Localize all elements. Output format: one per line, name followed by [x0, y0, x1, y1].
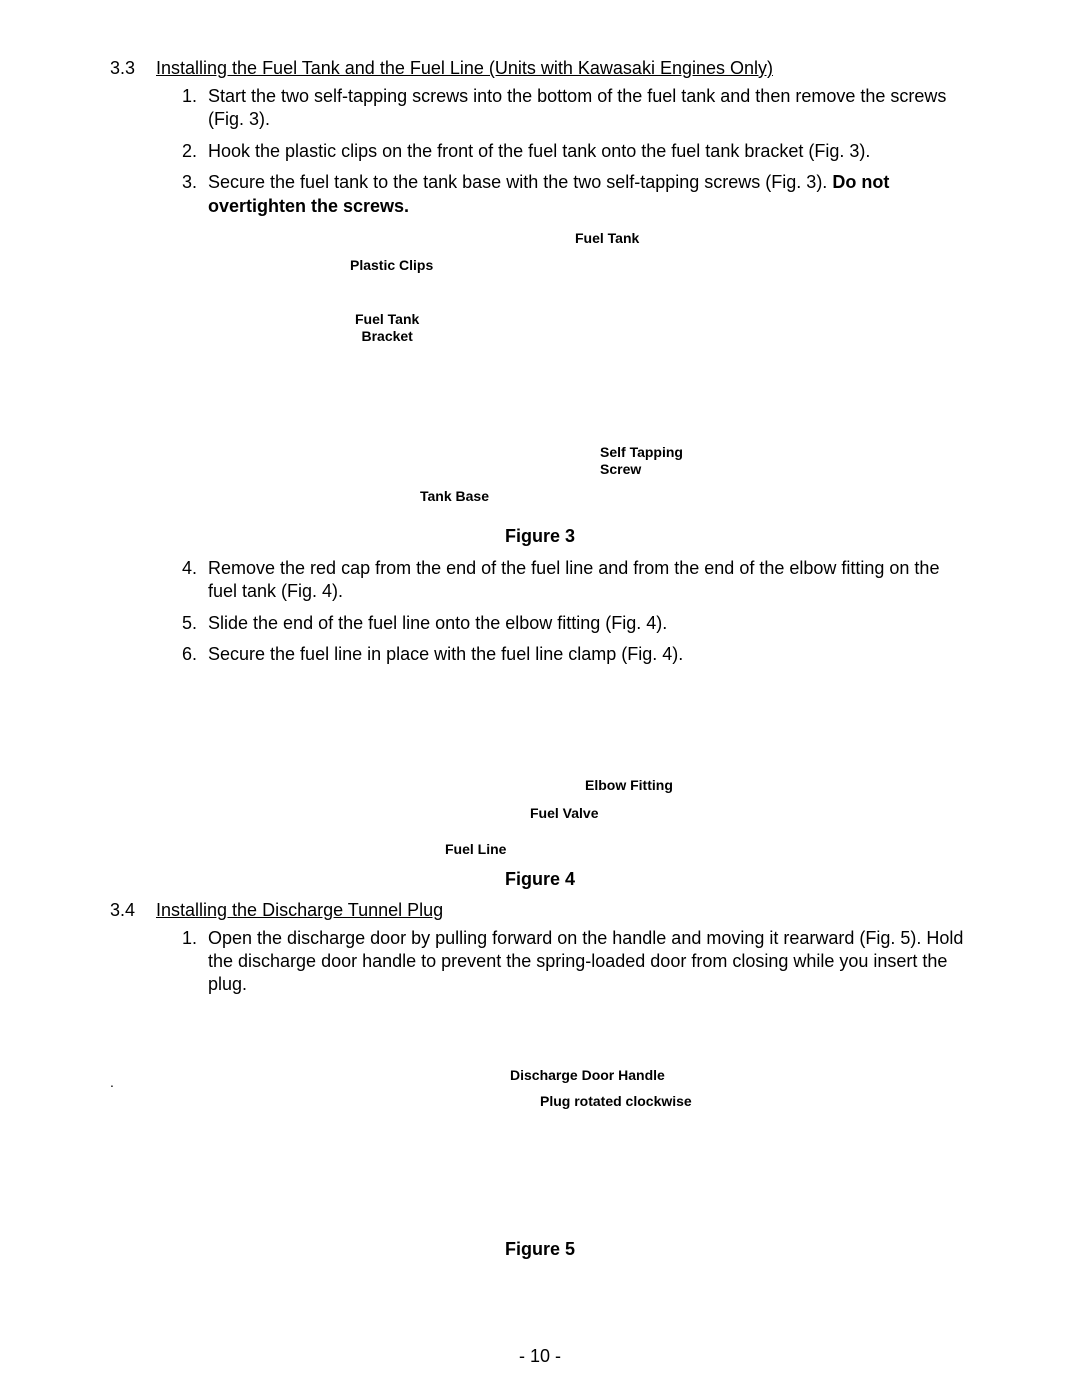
- step-text: Hook the plastic clips on the front of t…: [208, 141, 870, 161]
- section-number: 3.3: [110, 58, 156, 79]
- step-text: Slide the end of the fuel line onto the …: [208, 613, 667, 633]
- label-line: Fuel Tank: [355, 311, 419, 327]
- figure-5-caption: Figure 5: [110, 1239, 970, 1260]
- step-text: Secure the fuel line in place with the f…: [208, 644, 683, 664]
- label-fuel-tank-bracket: Fuel Tank Bracket: [355, 311, 419, 345]
- label-line: Bracket: [361, 328, 412, 344]
- label-tank-base: Tank Base: [420, 488, 489, 505]
- section-3-3-heading: 3.3 Installing the Fuel Tank and the Fue…: [110, 58, 970, 79]
- label-fuel-line: Fuel Line: [445, 841, 506, 858]
- figure-3-area: Fuel Tank Plastic Clips Fuel Tank Bracke…: [110, 226, 970, 522]
- step-item: Open the discharge door by pulling forwa…: [202, 927, 970, 997]
- label-fuel-tank: Fuel Tank: [575, 230, 639, 247]
- figure-4-area: Elbow Fitting Fuel Valve Fuel Line: [110, 675, 970, 865]
- step-item: Start the two self-tapping screws into t…: [202, 85, 970, 132]
- step-text: Remove the red cap from the end of the f…: [208, 558, 939, 601]
- steps-list-34: Open the discharge door by pulling forwa…: [110, 927, 970, 997]
- figure-3-caption: Figure 3: [110, 526, 970, 547]
- label-plastic-clips: Plastic Clips: [350, 257, 433, 274]
- label-self-tapping-screw: Self Tapping Screw: [600, 444, 683, 478]
- step-text: Start the two self-tapping screws into t…: [208, 86, 946, 129]
- figure-4-caption: Figure 4: [110, 869, 970, 890]
- label-discharge-door-handle: Discharge Door Handle: [510, 1067, 665, 1084]
- label-line: Screw: [600, 461, 641, 477]
- label-fuel-valve: Fuel Valve: [530, 805, 598, 822]
- label-plug-rotated: Plug rotated clockwise: [540, 1093, 692, 1110]
- label-elbow-fitting: Elbow Fitting: [585, 777, 673, 794]
- steps-list-33a: Start the two self-tapping screws into t…: [110, 85, 970, 218]
- step-item: Remove the red cap from the end of the f…: [202, 557, 970, 604]
- label-line: Self Tapping: [600, 444, 683, 460]
- section-3-4-heading: 3.4 Installing the Discharge Tunnel Plug: [110, 900, 970, 921]
- section-title: Installing the Fuel Tank and the Fuel Li…: [156, 58, 773, 79]
- step-item: Slide the end of the fuel line onto the …: [202, 612, 970, 635]
- step-text: Secure the fuel tank to the tank base wi…: [208, 172, 832, 192]
- step-item: Hook the plastic clips on the front of t…: [202, 140, 970, 163]
- step-text: Open the discharge door by pulling forwa…: [208, 928, 963, 995]
- page-number: - 10 -: [0, 1346, 1080, 1367]
- step-item: Secure the fuel tank to the tank base wi…: [202, 171, 970, 218]
- document-page: 3.3 Installing the Fuel Tank and the Fue…: [0, 0, 1080, 1397]
- section-number: 3.4: [110, 900, 156, 921]
- steps-list-33b: Remove the red cap from the end of the f…: [110, 557, 970, 667]
- stray-dot: .: [110, 1074, 114, 1090]
- section-title: Installing the Discharge Tunnel Plug: [156, 900, 443, 921]
- figure-5-area: Discharge Door Handle Plug rotated clock…: [110, 1005, 970, 1235]
- step-item: Secure the fuel line in place with the f…: [202, 643, 970, 666]
